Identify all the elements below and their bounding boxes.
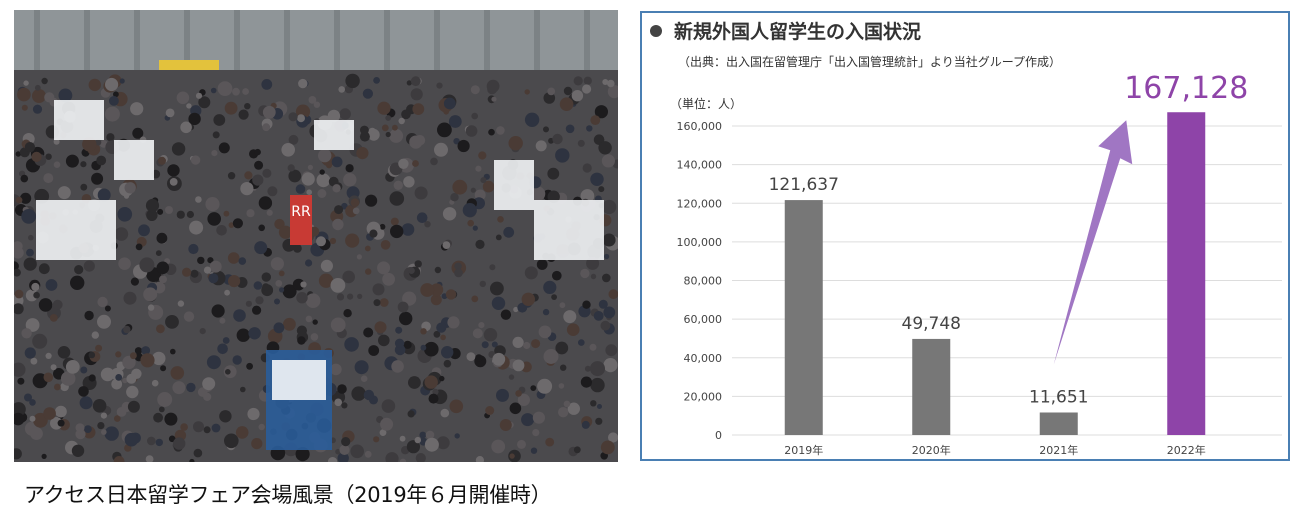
data-label: 49,748 — [902, 314, 961, 334]
booth-sign — [290, 195, 312, 245]
y-tick-label: 20,000 — [684, 390, 723, 403]
svg-text:RR: RR — [291, 204, 311, 220]
y-tick-label: 80,000 — [684, 275, 723, 288]
data-label: 167,128 — [1124, 71, 1248, 106]
x-tick-label: 2022年 — [1167, 443, 1206, 457]
photo-caption: アクセス日本留学フェア会場風景（2019年６月開催時） — [24, 483, 552, 507]
y-tick-label: 160,000 — [677, 120, 723, 133]
bar-chart: 0 20,000 40,000 60,000 80,000 100,000 120,000 1… — [677, 71, 1282, 457]
bar-2019年 — [784, 200, 823, 435]
y-tick-label: 60,000 — [684, 313, 723, 326]
y-tick-label: 0 — [715, 429, 722, 442]
x-tick-label: 2021年 — [1039, 443, 1078, 457]
data-label: 121,637 — [769, 175, 839, 195]
data-label: 11,651 — [1029, 387, 1088, 407]
fair-venue-photo: RR — [14, 10, 618, 462]
x-tick-label: 2020年 — [912, 443, 951, 457]
bar-2021年 — [1039, 412, 1078, 435]
y-tick-label: 140,000 — [677, 159, 723, 172]
y-tick-label: 40,000 — [684, 352, 723, 365]
y-tick-label: 100,000 — [677, 236, 723, 249]
bar-2022年 — [1167, 112, 1206, 436]
growth-arrow-icon — [1053, 120, 1133, 365]
chart-title-text: 新規外国人留学生の入国状況 — [674, 21, 922, 43]
chart-title: 新規外国人留学生の入国状況 — [650, 17, 921, 44]
crowd-photo-icon: RR — [14, 10, 618, 462]
chart-panel: 新規外国人留学生の入国状況 （出典：出入国在留管理庁「出入国管理統計」より当社グ… — [640, 11, 1290, 461]
chart-source-note: （出典：出入国在留管理庁「出入国管理統計」より当社グループ作成） — [678, 55, 1062, 69]
y-tick-label: 120,000 — [677, 197, 723, 210]
bar-2020年 — [912, 338, 951, 435]
bullet-icon — [650, 25, 662, 37]
chart-unit-label: （単位：人） — [670, 97, 743, 111]
x-tick-label: 2019年 — [784, 443, 823, 457]
